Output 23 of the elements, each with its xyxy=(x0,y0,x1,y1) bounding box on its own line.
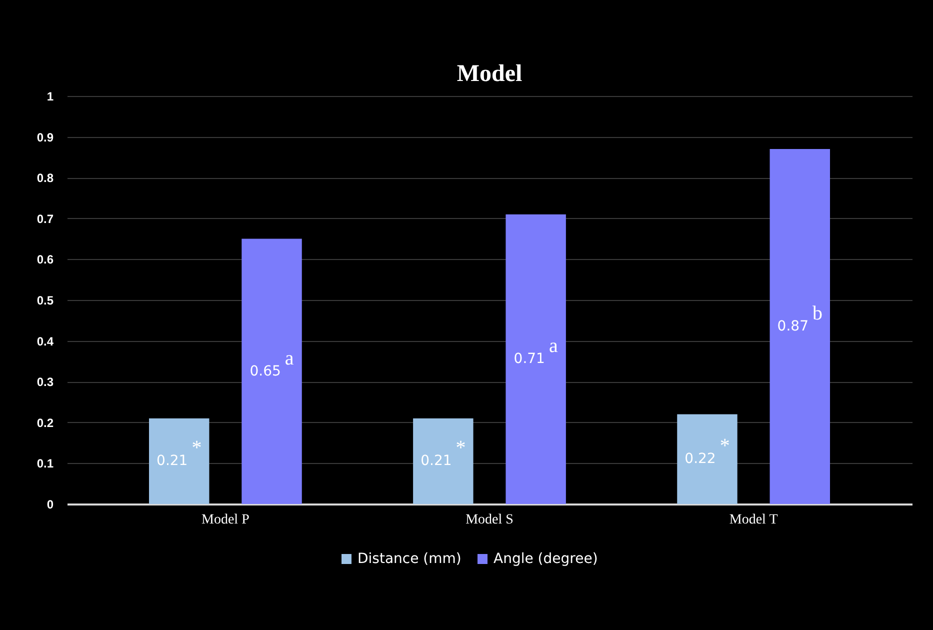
y-tick-label: 0.6 xyxy=(36,252,54,267)
bar xyxy=(677,414,738,504)
y-tick-label: 0.3 xyxy=(36,375,54,390)
y-tick-label: 0 xyxy=(46,498,54,512)
bar xyxy=(149,418,210,504)
legend-label: Angle (degree) xyxy=(494,551,598,567)
bar xyxy=(242,238,302,504)
y-tick-label: 0.1 xyxy=(36,456,54,471)
y-tick-label: 0.9 xyxy=(36,130,54,144)
y-tick-label: 0.7 xyxy=(36,212,54,226)
x-tick-label: Model S xyxy=(466,512,514,528)
bar xyxy=(770,149,830,504)
y-tick-label: 0.2 xyxy=(36,416,54,430)
bar xyxy=(506,214,566,504)
y-tick-label: 0.8 xyxy=(36,171,54,186)
x-tick-label: Model P xyxy=(202,512,250,528)
bar xyxy=(413,418,474,504)
y-tick-label: 1 xyxy=(46,90,54,104)
chart-title: Model xyxy=(456,61,522,87)
y-tick-label: 0.4 xyxy=(36,334,54,348)
legend-label: Distance (mm) xyxy=(358,551,462,567)
y-tick-label: 0.5 xyxy=(36,294,54,308)
x-tick-label: Model T xyxy=(729,512,778,528)
